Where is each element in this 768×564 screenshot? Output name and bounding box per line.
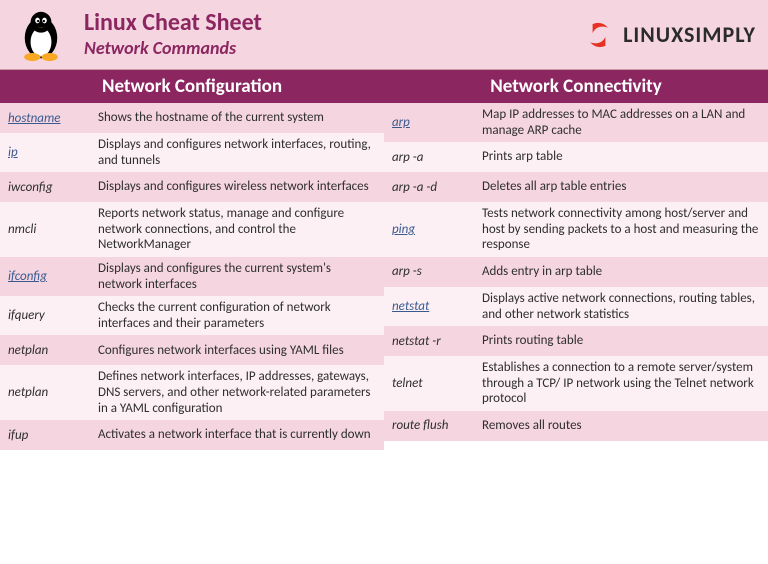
table-container: Network Configuration hostnameShows the … [0, 70, 768, 450]
table-row: arpMap IP addresses to MAC addresses on … [384, 103, 768, 142]
table-row: ipDisplays and configures network interf… [0, 133, 384, 172]
table-row: arp -a -dDeletes all arp table entries [384, 172, 768, 202]
table-row: ifupActivates a network interface that i… [0, 420, 384, 450]
command-description: Checks the current configuration of netw… [98, 300, 376, 331]
command-text: arp -s [392, 264, 482, 279]
command-text: arp -a -d [392, 180, 482, 195]
linuxsimply-logo-icon [583, 19, 615, 51]
command-text: route flush [392, 418, 482, 433]
command-description: Displays and configures wireless network… [98, 179, 376, 195]
page-header: Linux Cheat Sheet Network Commands LINUX… [0, 0, 768, 70]
command-description: Shows the hostname of the current system [98, 110, 376, 126]
brand-block: LINUXSIMPLY [583, 19, 756, 51]
table-row: telnetEstablishes a connection to a remo… [384, 356, 768, 411]
command-description: Removes all routes [482, 418, 760, 434]
command-link[interactable]: hostname [8, 111, 98, 126]
table-row: netplanConfigures network interfaces usi… [0, 335, 384, 365]
main-title: Linux Cheat Sheet [84, 10, 583, 36]
table-row: iwconfigDisplays and configures wireless… [0, 172, 384, 202]
column-heading-left: Network Configuration [0, 70, 384, 103]
command-text: netplan [8, 385, 98, 400]
table-row: ifconfigDisplays and configures the curr… [0, 257, 384, 296]
table-row: nmcliReports network status, manage and … [0, 202, 384, 257]
command-description: Prints arp table [482, 149, 760, 165]
sub-title: Network Commands [84, 37, 583, 59]
command-text: telnet [392, 376, 482, 391]
command-description: Establishes a connection to a remote ser… [482, 360, 760, 407]
command-link[interactable]: ping [392, 222, 482, 237]
table-row: pingTests network connectivity among hos… [384, 202, 768, 257]
command-text: netplan [8, 343, 98, 358]
command-link[interactable]: arp [392, 115, 482, 130]
brand-name: LINUXSIMPLY [623, 21, 756, 48]
command-description: Prints routing table [482, 333, 760, 349]
command-text: netstat -r [392, 334, 482, 349]
command-description: Reports network status, manage and confi… [98, 206, 376, 253]
table-row: route flushRemoves all routes [384, 411, 768, 441]
command-text: iwconfig [8, 180, 98, 195]
column-heading-right: Network Connectivity [384, 70, 768, 103]
table-row: netstat -rPrints routing table [384, 326, 768, 356]
command-link[interactable]: ip [8, 145, 98, 160]
column-right: Network Connectivity arpMap IP addresses… [384, 70, 768, 450]
table-row: netplanDefines network interfaces, IP ad… [0, 365, 384, 420]
column-left: Network Configuration hostnameShows the … [0, 70, 384, 450]
command-description: Map IP addresses to MAC addresses on a L… [482, 107, 760, 138]
command-link[interactable]: netstat [392, 299, 482, 314]
table-row: arp -sAdds entry in arp table [384, 257, 768, 287]
command-description: Displays and configures network interfac… [98, 137, 376, 168]
command-description: Tests network connectivity among host/se… [482, 206, 760, 253]
tux-penguin-icon [12, 6, 70, 64]
command-description: Activates a network interface that is cu… [98, 427, 376, 443]
rows-container-right: arpMap IP addresses to MAC addresses on … [384, 103, 768, 441]
table-row: netstatDisplays active network connectio… [384, 287, 768, 326]
command-text: nmcli [8, 222, 98, 237]
command-description: Displays active network connections, rou… [482, 291, 760, 322]
command-text: ifup [8, 428, 98, 443]
command-description: Defines network interfaces, IP addresses… [98, 369, 376, 416]
table-row: hostnameShows the hostname of the curren… [0, 103, 384, 133]
command-text: arp -a [392, 150, 482, 165]
table-row: ifqueryChecks the current configuration … [0, 296, 384, 335]
rows-container-left: hostnameShows the hostname of the curren… [0, 103, 384, 450]
command-description: Displays and configures the current syst… [98, 261, 376, 292]
title-block: Linux Cheat Sheet Network Commands [84, 10, 583, 58]
command-text: ifquery [8, 308, 98, 323]
table-row: arp -aPrints arp table [384, 142, 768, 172]
command-link[interactable]: ifconfig [8, 269, 98, 284]
command-description: Configures network interfaces using YAML… [98, 343, 376, 359]
command-description: Deletes all arp table entries [482, 179, 760, 195]
command-description: Adds entry in arp table [482, 264, 760, 280]
